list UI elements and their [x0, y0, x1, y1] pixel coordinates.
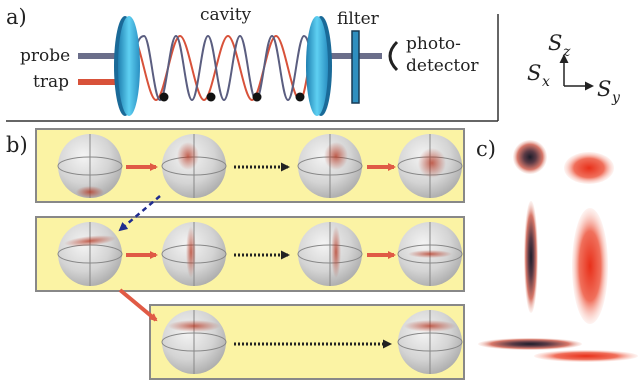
filter [351, 30, 360, 104]
sphere-r1-3 [297, 134, 363, 198]
distribution-antisqueezed-horizontal [534, 350, 638, 362]
probe-wave [131, 34, 313, 102]
detector-label-line2: detector [406, 56, 479, 76]
sz-label: S [548, 31, 562, 55]
sphere-r1-2 [161, 134, 227, 198]
detector-label-line1: photo- [406, 34, 461, 54]
panel-a: a) probe trap cavity filter [6, 5, 499, 122]
mirror-right [306, 16, 332, 116]
sphere-r3-2 [397, 310, 463, 374]
distribution-squeezed-vertical [524, 201, 538, 313]
atom-4 [295, 92, 305, 102]
panel-b: b) [6, 128, 465, 380]
distribution-antisqueezed-vertical [572, 208, 608, 324]
sz-subscript: z [562, 44, 571, 60]
distribution-thermal [564, 152, 614, 184]
photodetector [388, 40, 399, 72]
atom-2 [206, 92, 216, 102]
sx-subscript: x [542, 74, 550, 90]
panel-c: c) [476, 137, 638, 362]
atom-1 [159, 92, 169, 102]
distribution-squeezed-horizontal [478, 338, 582, 350]
sphere-r1-1 [57, 134, 123, 198]
sphere-r2-4 [397, 222, 463, 286]
spin-axes: S z S x S y [527, 31, 621, 106]
sphere-r1-4 [397, 134, 463, 198]
sy-subscript: y [611, 90, 621, 106]
mirror-left [114, 16, 140, 116]
atom-3 [252, 92, 262, 102]
panel-label-a: a) [6, 5, 27, 29]
filter-label: filter [337, 9, 380, 29]
trap-wave [131, 34, 313, 102]
distribution-coherent [513, 140, 547, 174]
sx-label: S [527, 61, 541, 85]
sphere-r2-2 [161, 222, 227, 286]
panel-label-c: c) [476, 137, 496, 161]
sphere-r3-1 [161, 310, 227, 374]
sy-label: S [597, 77, 611, 101]
arrow-red-diagonal [118, 288, 158, 322]
cavity-label: cavity [200, 5, 252, 25]
panel-label-b: b) [6, 133, 28, 157]
probe-label: probe [20, 46, 70, 66]
sphere-r2-3 [297, 222, 363, 286]
sphere-r2-1 [57, 222, 123, 286]
trap-label: trap [33, 72, 69, 92]
